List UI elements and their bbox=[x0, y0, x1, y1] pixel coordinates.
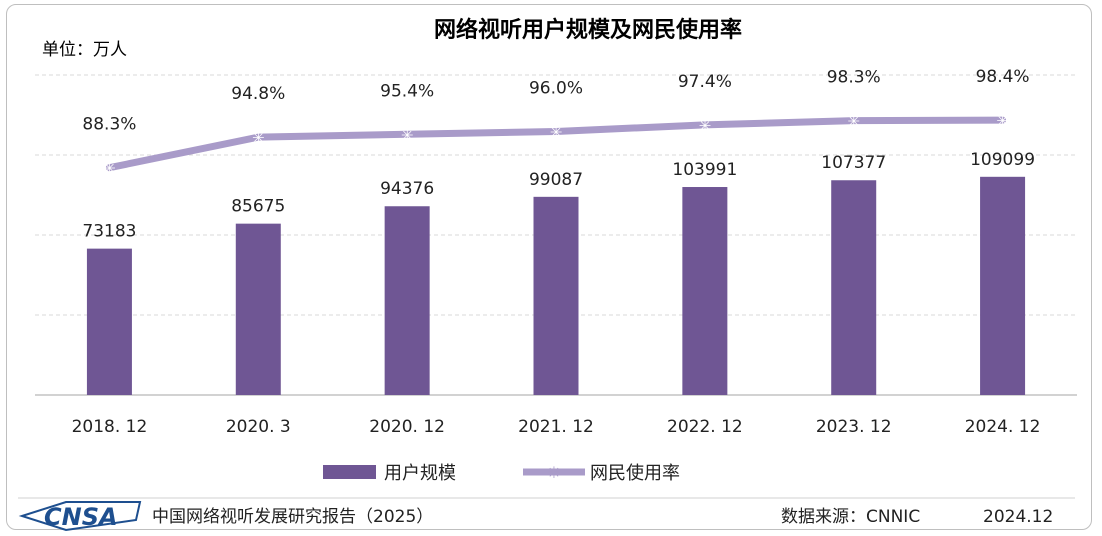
bar-value-label: 107377 bbox=[821, 153, 886, 173]
line-point-marker: ✳ bbox=[550, 123, 563, 141]
line-value-label: 94.8% bbox=[231, 84, 285, 104]
bar-value-label: 94376 bbox=[380, 179, 434, 199]
usage-rate-line bbox=[105, 116, 1007, 172]
x-tick-label: 2023. 12 bbox=[816, 417, 892, 437]
legend-swatch-bars bbox=[323, 465, 376, 479]
logo-text: CNSA bbox=[44, 503, 118, 531]
line-point-marker: ✳ bbox=[996, 112, 1009, 130]
legend-label-bars: 用户规模 bbox=[384, 463, 456, 484]
chart-title: 网络视听用户规模及网民使用率 bbox=[434, 17, 742, 43]
bar-value-label: 73183 bbox=[82, 222, 136, 242]
unit-label: 单位：万人 bbox=[42, 40, 127, 60]
bar-2021.12 bbox=[533, 196, 579, 395]
bar-2023.12 bbox=[831, 180, 877, 395]
x-tick-label: 2018. 12 bbox=[72, 417, 148, 437]
line-value-label: 95.4% bbox=[380, 81, 434, 101]
legend-label-line: 网民使用率 bbox=[590, 463, 680, 484]
x-tick-label: 2022. 12 bbox=[667, 417, 743, 437]
line-value-label: 97.4% bbox=[678, 72, 732, 92]
bar-value-label: 109099 bbox=[970, 150, 1035, 170]
bar-2018.12 bbox=[86, 248, 132, 395]
bar-value-label: 85675 bbox=[231, 197, 285, 217]
line-point-marker: ✳ bbox=[103, 160, 116, 178]
bar-2024.12 bbox=[980, 176, 1026, 395]
line-point-marker: ✳ bbox=[401, 126, 414, 144]
legend-marker-icon: ✳ bbox=[547, 463, 560, 482]
bar-2020.12 bbox=[384, 206, 430, 395]
footer-date: 2024.12 bbox=[983, 507, 1053, 527]
bar-2020.3 bbox=[235, 223, 281, 395]
x-tick-label: 2024. 12 bbox=[965, 417, 1041, 437]
bar-value-label: 99087 bbox=[529, 170, 583, 190]
footer-source: 数据来源：CNNIC bbox=[781, 507, 920, 527]
line-value-label: 88.3% bbox=[82, 115, 136, 135]
line-value-label: 96.0% bbox=[529, 78, 583, 98]
x-tick-label: 2021. 12 bbox=[518, 417, 594, 437]
line-value-label: 98.3% bbox=[827, 68, 881, 88]
line-point-marker: ✳ bbox=[252, 129, 265, 147]
line-value-label: 98.4% bbox=[976, 67, 1030, 87]
bar-2022.12 bbox=[682, 187, 728, 395]
x-tick-label: 2020. 12 bbox=[369, 417, 445, 437]
line-point-marker: ✳ bbox=[847, 113, 860, 131]
x-tick-label: 2020. 3 bbox=[226, 417, 291, 437]
cnsa-logo: CNSA bbox=[18, 501, 142, 532]
footer-report: 中国网络视听发展研究报告（2025） bbox=[152, 507, 433, 527]
line-point-marker: ✳ bbox=[699, 117, 712, 135]
bar-value-label: 103991 bbox=[672, 160, 737, 180]
